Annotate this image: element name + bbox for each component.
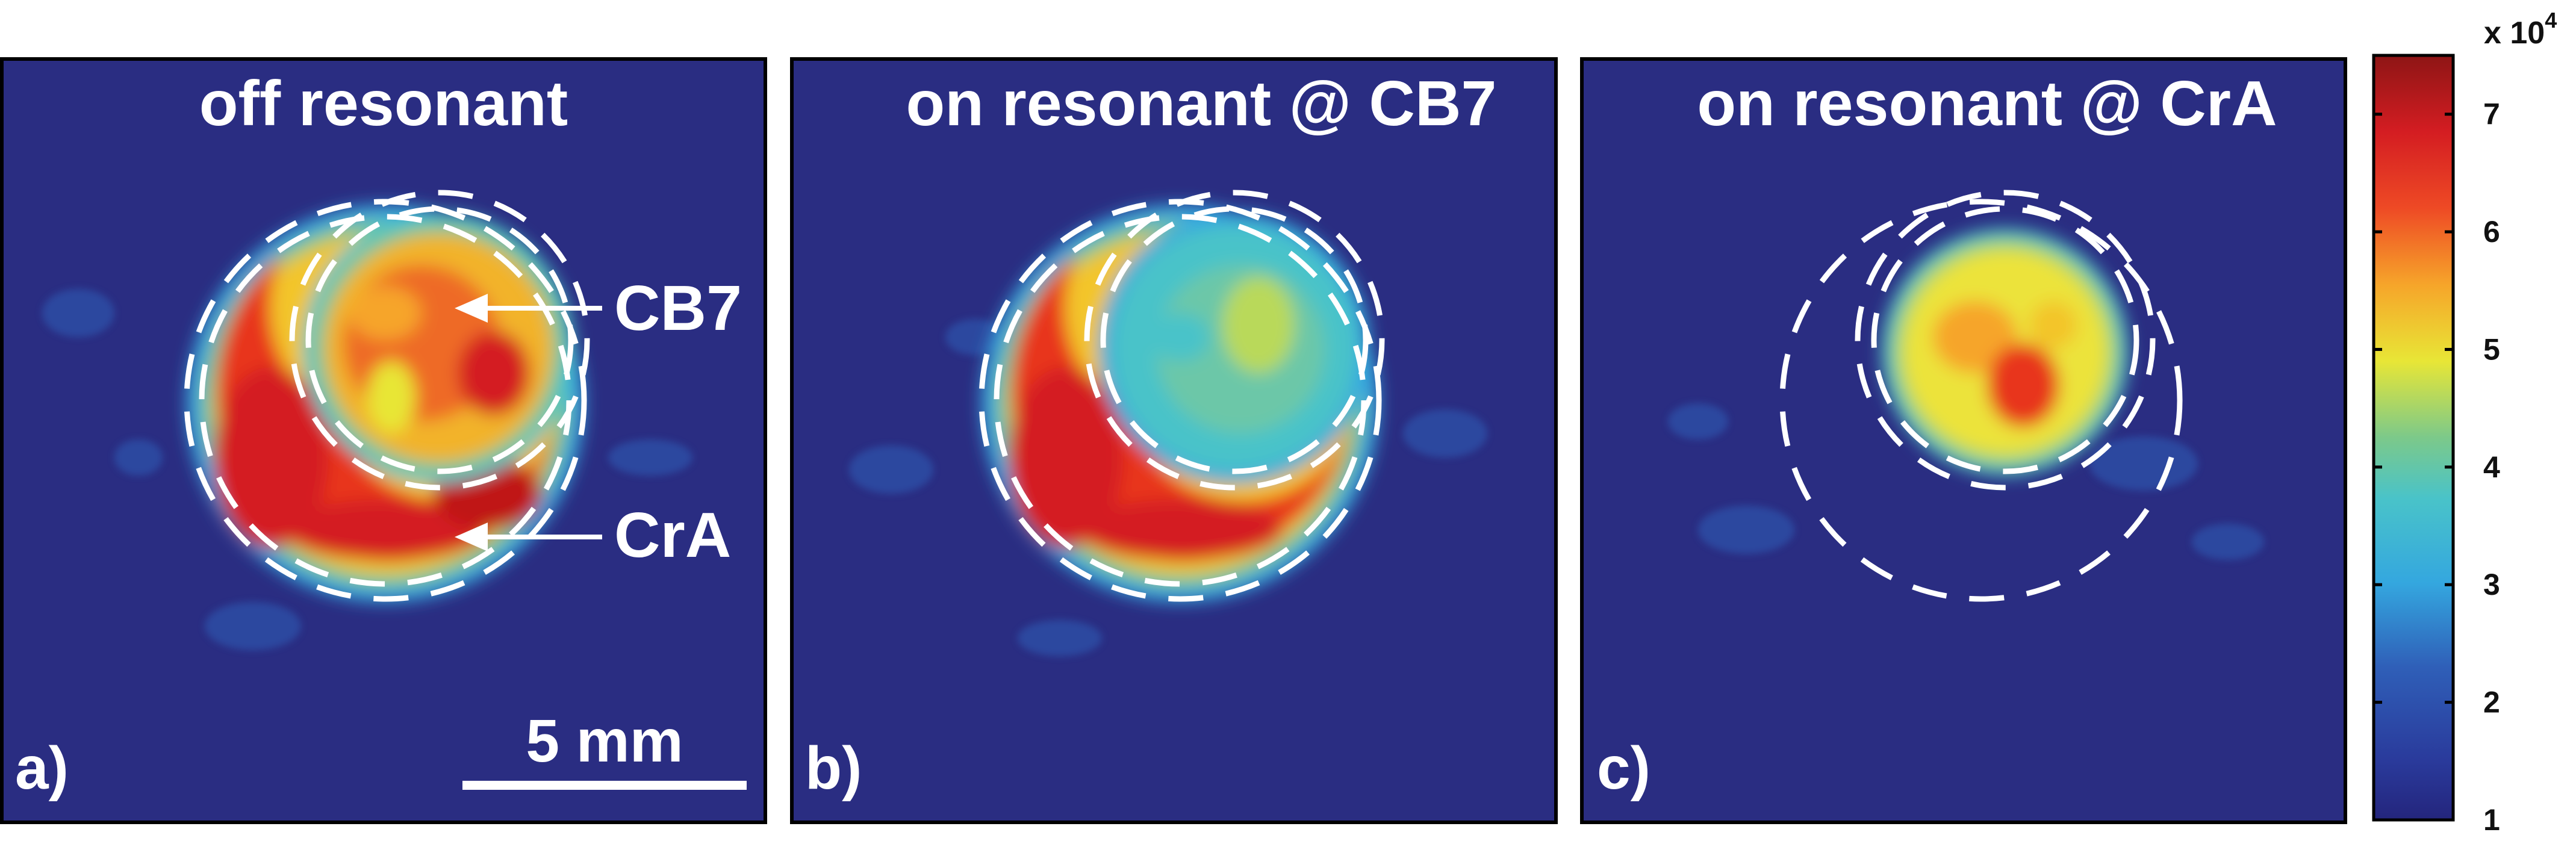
panel-c-title: on resonant @ CrA xyxy=(1697,68,2277,139)
panel-b: on resonant @ CB7 b) xyxy=(790,57,1558,824)
panel-a-letter: a) xyxy=(15,734,69,802)
panel-a-dashed-circles xyxy=(184,190,590,602)
annotation-label-cra: CrA xyxy=(614,500,731,571)
annotation-label-cb7: CB7 xyxy=(614,273,742,344)
panel-c-heatmap xyxy=(1668,229,2264,560)
panel-a: CB7 CrA off resonant a) 5 mm xyxy=(0,57,767,824)
colorbar-tick-label: 2 xyxy=(2483,686,2500,719)
colorbar-tick-label: 1 xyxy=(2483,803,2500,837)
colorbar-tick-label: 6 xyxy=(2483,215,2500,249)
colorbar-tick-label: 5 xyxy=(2483,332,2500,366)
cb7-outer-circle xyxy=(289,190,590,491)
colorbar-tick-label: 3 xyxy=(2483,568,2500,601)
panel-a-title: off resonant xyxy=(199,68,568,139)
colorbar-gradient xyxy=(2372,54,2455,822)
scale-bar xyxy=(462,781,747,790)
panel-b-title: on resonant @ CB7 xyxy=(906,68,1497,139)
cb7-inner-circle xyxy=(305,206,574,474)
colorbar-tick-label: 4 xyxy=(2483,450,2500,484)
scale-bar-label: 5 mm xyxy=(526,707,683,775)
crA-inner-circle xyxy=(199,214,572,587)
colorbar-multiplier-base: x 10 xyxy=(2484,16,2545,51)
annotation-arrow-cb7 xyxy=(455,294,602,323)
panel-c: on resonant @ CrA c) xyxy=(1580,57,2347,824)
colorbar-multiplier-exponent: 4 xyxy=(2545,8,2557,33)
colorbar-tick-label: 7 xyxy=(2483,98,2500,131)
panel-b-dashed-circles xyxy=(978,190,1385,602)
panel-c-letter: c) xyxy=(1597,734,1650,802)
panel-b-letter: b) xyxy=(805,734,862,802)
colorbar-ticks: 1 2 3 4 5 6 7 xyxy=(2374,98,2500,837)
annotation-arrow-cra xyxy=(455,523,602,551)
colorbar-multiplier: x 104 xyxy=(2484,8,2557,51)
panel-c-dashed-circles xyxy=(1779,190,2183,602)
